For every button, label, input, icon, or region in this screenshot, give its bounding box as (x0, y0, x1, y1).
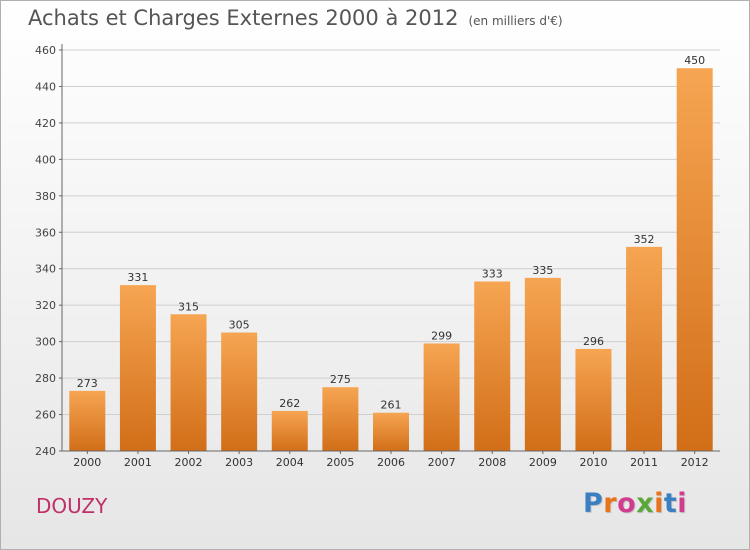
bar-2009 (524, 277, 561, 451)
y-tick-label: 240 (35, 445, 56, 458)
logo-letter: i (677, 488, 688, 519)
value-labels: 273 331 315 305 262 275 261 299 333 335 296 352 450 (77, 54, 705, 411)
x-tick-label: 2007 (428, 456, 456, 469)
value-label: 261 (381, 399, 402, 412)
chart-subtitle: (en milliers d'€) (468, 14, 563, 28)
value-label: 296 (583, 335, 604, 348)
bar-2008 (474, 281, 511, 451)
bar-2011 (626, 246, 663, 451)
x-tick-label: 2010 (579, 456, 607, 469)
logo-letter: o (617, 488, 637, 519)
axes (61, 44, 720, 452)
bar-2001 (119, 285, 156, 451)
x-tick-label: 2001 (124, 456, 152, 469)
bar-2010 (575, 348, 612, 451)
value-label: 262 (279, 397, 300, 410)
bar-2005 (322, 387, 359, 451)
commune-name: DOUZY (36, 494, 108, 518)
proxiti-logo: Proxiti (583, 488, 687, 519)
logo-letter: i (654, 488, 664, 519)
bar-2012 (676, 68, 713, 452)
y-tick-label: 260 (35, 409, 56, 422)
x-tick-label: 2000 (73, 456, 101, 469)
logo-letter: r (603, 488, 618, 519)
value-label: 305 (229, 319, 250, 332)
value-label: 299 (431, 329, 452, 342)
logo-letter: t (663, 488, 678, 519)
x-axis-ticks: 2000 2001 2002 2003 2004 2005 2006 2007 2008 2009… (73, 451, 709, 469)
x-tick-label: 2003 (225, 456, 253, 469)
y-tick-label: 280 (35, 372, 56, 385)
y-tick-label: 420 (35, 117, 56, 130)
x-tick-label: 2008 (478, 456, 506, 469)
bar-2003 (221, 332, 258, 451)
y-tick-label: 300 (35, 336, 56, 349)
value-label: 450 (684, 54, 705, 67)
x-tick-label: 2004 (276, 456, 304, 469)
y-tick-label: 320 (35, 299, 56, 312)
value-label: 335 (532, 264, 553, 277)
y-tick-label: 460 (35, 44, 56, 57)
bar-2002 (170, 314, 207, 451)
bar-2007 (423, 343, 460, 451)
value-label: 275 (330, 373, 351, 386)
bar-2006 (373, 412, 409, 451)
y-tick-label: 360 (35, 226, 56, 239)
grid-lines (62, 49, 720, 452)
chart-title: Achats et Charges Externes 2000 à 2012 (e… (28, 6, 563, 30)
x-tick-label: 2011 (630, 456, 658, 469)
x-tick-label: 2012 (681, 456, 709, 469)
bar-2004 (271, 410, 308, 451)
x-tick-label: 2006 (377, 456, 405, 469)
value-label: 331 (127, 271, 148, 284)
y-tick-label: 400 (35, 153, 56, 166)
bars (69, 68, 713, 452)
y-tick-label: 340 (35, 263, 56, 276)
logo-letter: P (583, 488, 604, 519)
bar-2000 (69, 390, 106, 451)
value-label: 273 (77, 377, 98, 390)
y-axis-ticks: 240 260 280 300 320 340 360 380 400 420 440 460 (35, 44, 62, 458)
value-label: 352 (634, 233, 655, 246)
x-tick-label: 2009 (529, 456, 557, 469)
logo-letter: x (636, 488, 655, 519)
x-tick-label: 2002 (175, 456, 203, 469)
x-tick-label: 2005 (326, 456, 354, 469)
y-tick-label: 440 (35, 80, 56, 93)
y-tick-label: 380 (35, 190, 56, 203)
value-label: 315 (178, 300, 199, 313)
value-label: 333 (482, 267, 503, 280)
chart-title-text: Achats et Charges Externes 2000 à 2012 (28, 6, 459, 30)
